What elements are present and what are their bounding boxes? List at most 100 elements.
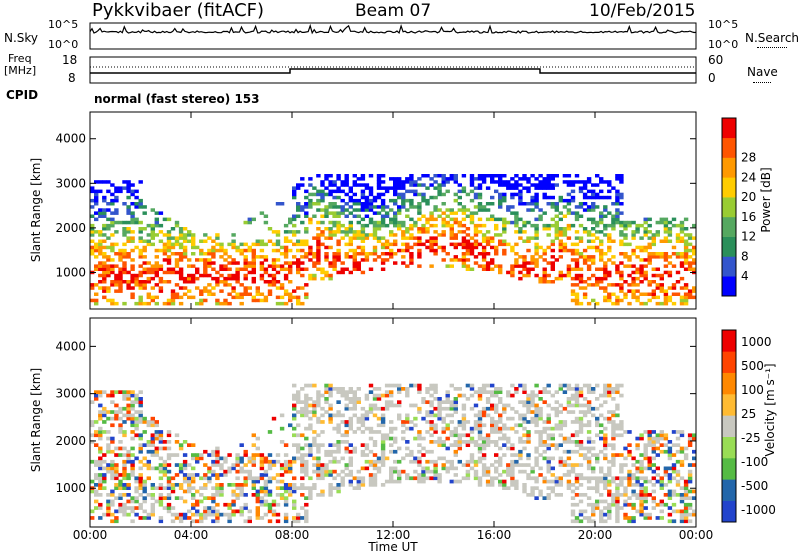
heatmap-cell (259, 261, 265, 265)
heatmap-cell (283, 463, 289, 467)
heatmap-cell (138, 506, 143, 510)
heatmap-cell (591, 202, 596, 206)
heatmap-cell (433, 476, 438, 481)
heatmap-cell (437, 186, 442, 190)
heatmap-cell (94, 195, 99, 200)
heatmap-cell (546, 177, 551, 181)
heatmap-cell (182, 233, 188, 237)
heatmap-cell (506, 440, 511, 444)
heatmap-cell (570, 519, 576, 524)
heatmap-cell (126, 283, 131, 287)
heatmap-cell (271, 463, 277, 467)
heatmap-cell (494, 453, 499, 457)
heatmap-cell (502, 252, 507, 256)
heatmap-cell (118, 483, 123, 487)
heatmap-cell (449, 420, 454, 424)
heatmap-cell (182, 236, 188, 240)
heatmap-cell (623, 456, 628, 461)
heatmap-cell (114, 476, 119, 481)
heatmap-cell (473, 469, 479, 474)
heatmap-cell (586, 258, 592, 262)
heatmap-cell (639, 267, 644, 271)
heatmap-cell (126, 208, 131, 212)
heatmap-cell (490, 406, 495, 411)
heatmap-cell (453, 410, 458, 414)
heatmap-cell (522, 186, 527, 190)
heatmap-cell (566, 270, 572, 275)
heatmap-cell (332, 264, 337, 268)
heatmap-cell (364, 446, 370, 451)
heatmap-cell (336, 459, 341, 464)
heatmap-cell (671, 466, 677, 471)
heatmap-cell (538, 433, 543, 438)
heatmap-cell (106, 443, 111, 447)
heatmap-cell (591, 387, 596, 391)
heatmap-cell (267, 463, 273, 467)
heatmap-cell (336, 446, 341, 451)
heatmap-cell (687, 463, 693, 467)
heatmap-cell (574, 393, 580, 398)
heatmap-cell (643, 496, 648, 500)
heatmap-cell (570, 183, 576, 187)
heatmap-cell (502, 180, 507, 184)
heatmap-cell (498, 270, 503, 275)
heatmap-cell (623, 499, 628, 504)
heatmap-cell (98, 449, 103, 454)
heatmap-cell (255, 453, 260, 457)
heatmap-cell (288, 230, 293, 234)
heatmap-cell (239, 512, 244, 517)
heatmap-cell (421, 436, 426, 441)
heatmap-cell (199, 486, 204, 490)
heatmap-cell (296, 443, 301, 447)
heatmap-cell (542, 440, 547, 444)
heatmap-cell (558, 245, 563, 250)
heatmap-cell (90, 509, 95, 514)
heatmap-cell (522, 220, 527, 225)
heatmap-cell (437, 440, 442, 444)
heatmap-cell (603, 383, 608, 388)
heatmap-cell (316, 255, 321, 259)
heatmap-cell (558, 410, 563, 414)
heatmap-cell (94, 420, 99, 424)
heatmap-cell (619, 202, 624, 206)
heatmap-cell (316, 466, 321, 471)
heatmap-cell (170, 267, 176, 271)
heatmap-cell (324, 214, 329, 218)
heatmap-cell (498, 267, 503, 271)
heatmap-cell (679, 509, 685, 514)
heatmap-cell (473, 177, 479, 181)
heatmap-cell (582, 410, 588, 414)
heatmap-cell (328, 387, 333, 391)
heatmap-cell (574, 420, 580, 424)
heatmap-cell (570, 469, 576, 474)
heatmap-cell (639, 292, 644, 296)
heatmap-cell (344, 403, 349, 408)
heatmap-cell (102, 459, 107, 464)
heatmap-cell (393, 426, 398, 431)
heatmap-cell (619, 276, 624, 281)
heatmap-cell (130, 403, 135, 408)
heatmap-cell (619, 289, 624, 293)
heatmap-cell (510, 211, 515, 215)
heatmap-cell (550, 255, 555, 259)
heatmap-cell (542, 390, 547, 394)
heatmap-cell (312, 273, 317, 278)
heatmap-cell (607, 270, 612, 275)
heatmap-cell (599, 393, 604, 398)
heatmap-cell (296, 295, 301, 300)
heatmap-cell (405, 387, 410, 391)
heatmap-cell (542, 476, 547, 481)
heatmap-cell (615, 387, 620, 391)
heatmap-cell (231, 502, 236, 507)
heatmap-cell (122, 476, 127, 481)
heatmap-cell (494, 248, 499, 253)
nave-legend-line (753, 82, 771, 83)
heatmap-cell (122, 446, 127, 451)
heatmap-cell (308, 496, 313, 500)
heatmap-cell (174, 483, 180, 487)
heatmap-cell (380, 242, 386, 247)
heatmap-cell (425, 459, 430, 464)
heatmap-cell (122, 459, 127, 464)
heatmap-cell (227, 466, 232, 471)
heatmap-cell (534, 449, 539, 454)
